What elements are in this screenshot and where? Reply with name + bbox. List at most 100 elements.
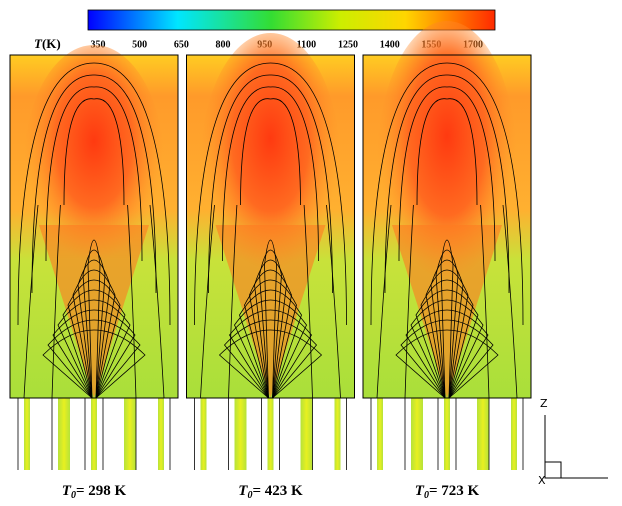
panel-label-value: = 723 K (429, 483, 480, 499)
inlet-channel (24, 398, 30, 470)
inlet-channel (234, 398, 247, 470)
contour-line (67, 279, 121, 399)
contour-line (82, 249, 106, 399)
panel-label-symbol: T (415, 483, 425, 499)
contour-line (400, 319, 494, 399)
colorbar-label: T(K) (34, 36, 61, 51)
inlet-channel (511, 398, 517, 470)
contour-lines (370, 62, 524, 399)
contour-line (31, 74, 157, 294)
colorbar-tick-label: 800 (216, 39, 231, 50)
contour-line (415, 289, 479, 399)
inlet-channel (200, 398, 207, 470)
contour-line (42, 329, 146, 399)
contour-line (47, 319, 141, 399)
contour-panel: T0= 423 K (186, 33, 355, 501)
inlet-channel (91, 398, 97, 470)
contour-line (410, 299, 484, 399)
contour-line (303, 204, 313, 399)
panel-label-subscript: 0 (424, 490, 429, 501)
contour-line (244, 279, 297, 399)
contour-line (326, 204, 341, 399)
colorbar-tick-label: 350 (91, 39, 106, 50)
contour-line (259, 249, 282, 399)
contour-line (52, 309, 136, 399)
axis-triad (544, 415, 608, 479)
contour-line (17, 62, 171, 326)
contour-line (63, 98, 125, 206)
panel-label: T0= 423 K (238, 483, 303, 501)
inlet-channel (377, 398, 383, 470)
contour-line (480, 204, 490, 399)
colorbar-tick-label: 500 (132, 39, 147, 50)
contour-line (223, 319, 318, 399)
contour-line (72, 269, 116, 399)
contour-line (222, 86, 319, 262)
inlet-channel (58, 398, 70, 470)
contour-line (398, 86, 496, 262)
flame-cone (215, 225, 326, 398)
contour-line (384, 74, 510, 294)
contour-line (228, 204, 238, 399)
panel-label-subscript: 0 (247, 490, 252, 501)
axis-label-z: Z (540, 397, 548, 410)
colorbar (87, 9, 496, 31)
contour-line (240, 98, 301, 206)
inlet-channel (411, 398, 423, 470)
contour-line (249, 269, 292, 399)
contour-panel: T0= 298 K (9, 45, 179, 501)
contour-line (239, 289, 302, 399)
contour-line (23, 204, 39, 399)
panel-label: T0= 723 K (415, 483, 480, 501)
contour-lines (17, 62, 171, 399)
panel-label-value: = 298 K (76, 483, 127, 499)
axis-label-x: X (538, 474, 546, 487)
flame-cone (39, 225, 149, 398)
panel-label-value: = 423 K (252, 483, 303, 499)
contour-line (370, 62, 524, 326)
panel-label-symbol: T (238, 483, 248, 499)
contour-line (376, 204, 392, 399)
panel-label: T0= 298 K (62, 483, 127, 501)
inlet-channel (300, 398, 313, 470)
panel-label-symbol: T (62, 483, 72, 499)
chamber-border (9, 54, 179, 399)
contour-line (57, 299, 131, 399)
colorbar-tick-label: 650 (174, 39, 189, 50)
inlet-channel (334, 398, 341, 470)
contour-line (51, 204, 61, 399)
contour-line (234, 299, 307, 399)
inlet-channel (444, 398, 450, 470)
contour-line (229, 309, 312, 399)
contour-line (127, 204, 137, 399)
flame-cone (392, 225, 502, 398)
contour-line (194, 62, 347, 326)
contour-line (149, 204, 165, 399)
colorbar-tick-label: 1100 (297, 39, 316, 50)
contour-line (200, 204, 215, 399)
chamber-border (362, 54, 532, 399)
contour-line (208, 74, 333, 294)
contour-line (45, 86, 143, 262)
contour-line (425, 269, 469, 399)
chamber-border (186, 54, 355, 399)
contour-panel: T0= 723 K (362, 21, 532, 501)
contour-line (420, 279, 474, 399)
inlet-channel (477, 398, 489, 470)
contour-line (416, 98, 478, 206)
contour-line (404, 204, 414, 399)
contour-lines (194, 62, 347, 399)
colorbar-tick-label: 1400 (380, 39, 400, 50)
contour-line (218, 329, 323, 399)
inlet-channel (158, 398, 164, 470)
contour-line (502, 204, 518, 399)
contour-line (395, 329, 499, 399)
contour-line (405, 309, 489, 399)
inlet-channel (124, 398, 136, 470)
colorbar-tick-label: 1250 (338, 39, 358, 50)
inlet-channel (267, 398, 274, 470)
contour-line (435, 249, 459, 399)
contour-line (62, 289, 126, 399)
panel-label-subscript: 0 (71, 490, 76, 501)
